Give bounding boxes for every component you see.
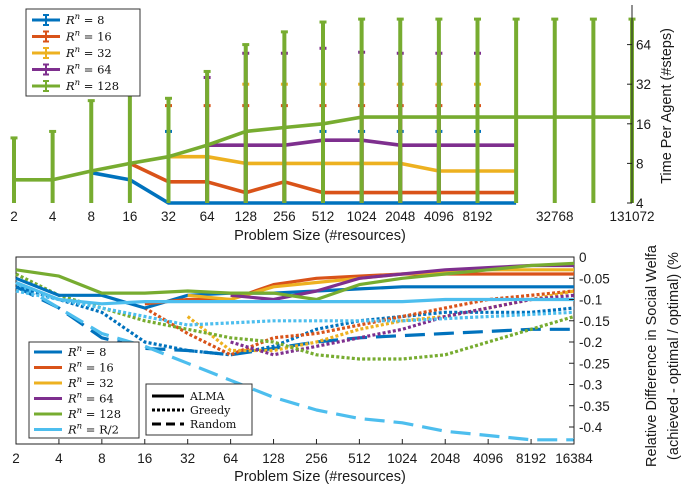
x-tick-label: 4096 [424, 209, 454, 224]
x-tick-label: 512 [312, 209, 335, 224]
y-tick-label: 4 [636, 196, 644, 211]
y-axis-label: Relative Difference in Social Welfa [644, 244, 660, 467]
y-tick-label: -0.2 [579, 335, 602, 350]
series-line-alma [15, 276, 574, 310]
series-line-random [15, 281, 574, 442]
legend-entry: Rn = 128 [65, 78, 119, 93]
style-legend-entry: Greedy [190, 404, 231, 417]
y-tick-label: -0.15 [579, 314, 610, 329]
x-tick-label: 128 [262, 451, 285, 466]
series-line-alma [15, 281, 574, 306]
series-line [14, 115, 632, 182]
time-per-agent-chart: 2 4 8 16 32 64 128 256 512 1024 2048 4096 8192 32768 1… [10, 5, 675, 244]
series-line [168, 154, 517, 173]
y-tick-label: -0.35 [579, 399, 610, 414]
y-tick-label: -0.05 [579, 271, 610, 286]
x-tick-label: 1024 [347, 209, 378, 224]
x-tick-label: 64 [200, 209, 216, 224]
legend-entry: Rn = 32 [65, 45, 112, 60]
x-tick-label: 32768 [536, 209, 574, 224]
series-line-alma [15, 261, 575, 302]
plot-frame [15, 256, 575, 445]
y-axis-label: Time Per Agent (#steps) [659, 28, 675, 184]
y-tick-label: 0 [579, 250, 587, 265]
x-tick-label: 32 [161, 209, 176, 224]
x-tick-label: 32 [180, 451, 195, 466]
legend-entry: Rn = 128 [67, 406, 121, 421]
x-tick-label: 128 [234, 209, 257, 224]
x-tick-label: 512 [348, 451, 371, 466]
legend-box [28, 341, 140, 439]
style-legend-entry: Random [190, 418, 237, 431]
x-tick-label: 4 [55, 451, 63, 466]
legend-entry: Rn = 16 [65, 29, 112, 44]
x-tick-label: 8192 [516, 451, 546, 466]
x-tick-label: 1024 [387, 451, 418, 466]
x-tick-label: 131072 [609, 209, 654, 224]
x-tick-label: 16 [137, 451, 152, 466]
y-tick-label: 64 [636, 38, 652, 53]
legend-entry: Rn = 8 [65, 12, 104, 27]
y-tick-label: 16 [636, 117, 651, 132]
y-tick-label: -0.25 [579, 356, 610, 371]
y-tick-label: 8 [636, 156, 644, 171]
x-tick-label: 256 [273, 209, 296, 224]
series-line-greedy [15, 289, 575, 327]
x-tick-label: 2048 [430, 451, 460, 466]
series-line-greedy [15, 285, 575, 357]
x-tick-label: 64 [223, 451, 239, 466]
x-axis-label: Problem Size (#resources) [234, 469, 406, 485]
x-tick-label: 4096 [473, 451, 503, 466]
legend-entry: Rn = 8 [67, 344, 106, 359]
x-axis-label: Problem Size (#resources) [234, 228, 406, 244]
y-tick-label: -0.4 [579, 420, 603, 435]
legend-entry: Rn = 32 [67, 375, 114, 390]
social-welfare-chart: 2 4 8 16 32 64 128 256 512 1024 2048 4096 8192 16384 0… [12, 244, 682, 485]
y-axis-label: (achieved - optimal / optimal) (% [666, 252, 682, 460]
y-tick-label: -0.1 [579, 293, 602, 308]
x-tick-label: 8 [87, 209, 95, 224]
series-line-greedy [230, 293, 575, 357]
x-tick-label: 2048 [385, 209, 415, 224]
legend-entry: Rn = R/2 [67, 422, 119, 437]
x-tick-label: 8192 [462, 209, 492, 224]
x-tick-label: 2 [10, 209, 18, 224]
x-tick-label: 256 [305, 451, 328, 466]
y-tick-label: -0.3 [579, 378, 602, 393]
y-tick-label: 32 [636, 77, 651, 92]
style-legend-entry: ALMA [189, 390, 226, 403]
x-tick-label: 16 [122, 209, 137, 224]
x-tick-label: 2 [12, 451, 20, 466]
legend-entry: Rn = 64 [67, 391, 114, 406]
legend-entry: Rn = 64 [65, 62, 112, 77]
x-tick-label: 16384 [555, 451, 593, 466]
x-tick-label: 8 [98, 451, 106, 466]
legend-entry: Rn = 16 [67, 360, 114, 375]
series-line [90, 170, 517, 205]
x-tick-label: 4 [49, 209, 57, 224]
legend-box [145, 383, 253, 436]
